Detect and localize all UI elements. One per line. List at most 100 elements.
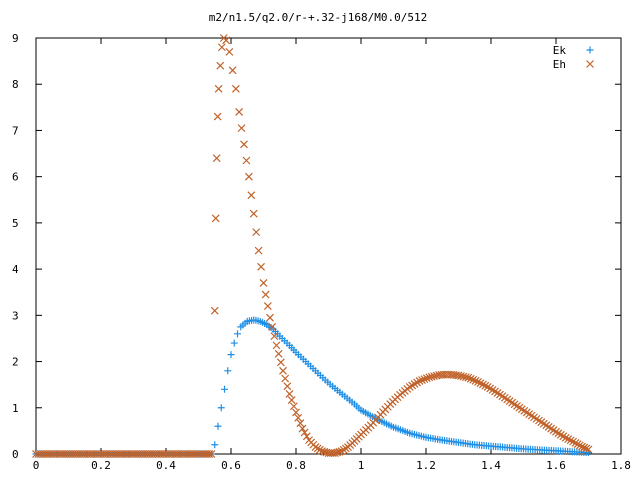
- data-point-eh: [476, 379, 485, 388]
- data-point-eh: [231, 84, 240, 93]
- data-point-eh: [474, 377, 482, 386]
- data-point-eh: [422, 374, 431, 383]
- y-tick-label: 4: [12, 263, 19, 276]
- data-point-eh: [430, 372, 439, 381]
- y-tick-label: 9: [12, 32, 19, 45]
- x-tick-label: 1: [358, 459, 365, 472]
- data-point-eh: [578, 442, 586, 451]
- data-point-eh: [210, 306, 219, 315]
- data-point-eh: [294, 413, 303, 422]
- data-point-eh: [279, 366, 287, 375]
- y-tick-label: 1: [12, 402, 19, 415]
- data-point-eh: [320, 447, 329, 456]
- data-point-eh: [276, 358, 285, 367]
- series-eh: [32, 34, 593, 458]
- data-point-eh: [575, 441, 584, 450]
- data-point-eh: [285, 389, 294, 398]
- data-point-eh: [212, 154, 221, 163]
- data-point-eh: [211, 214, 220, 223]
- data-point-eh: [573, 440, 582, 449]
- data-point-eh: [259, 279, 268, 287]
- data-point-eh: [454, 371, 463, 380]
- data-point-eh: [561, 433, 570, 442]
- data-point-ek: [211, 441, 219, 449]
- y-tick-label: 7: [12, 124, 19, 137]
- data-point-eh: [302, 432, 311, 441]
- x-tick-label: 0: [33, 459, 40, 472]
- data-point-eh: [242, 156, 251, 165]
- data-point-ek: [234, 330, 241, 338]
- data-point-eh: [582, 444, 591, 453]
- data-point-eh: [222, 36, 231, 45]
- x-tick-label: 1.4: [481, 459, 501, 472]
- data-point-eh: [459, 372, 468, 381]
- data-point-eh: [217, 43, 226, 52]
- data-point-ek: [227, 351, 235, 359]
- chart-title: m2/n1.5/q2.0/r-+.32-j168/M0.0/512: [209, 11, 428, 24]
- data-point-eh: [481, 381, 490, 390]
- data-point-eh: [415, 377, 424, 385]
- y-tick-label: 6: [12, 171, 19, 184]
- data-point-eh: [272, 341, 281, 350]
- y-tick-label: 3: [12, 309, 19, 322]
- data-point-eh: [214, 84, 223, 93]
- data-point-eh: [298, 424, 307, 433]
- x-tick-label: 0.4: [156, 459, 176, 472]
- x-tick-label: 1.8: [611, 459, 631, 472]
- data-point-ek: [224, 367, 232, 375]
- data-point-eh: [300, 428, 309, 437]
- data-point-eh: [292, 408, 300, 417]
- data-point-eh: [289, 402, 298, 411]
- data-point-eh: [207, 450, 216, 458]
- x-tick-label: 0.8: [286, 459, 306, 472]
- data-point-ek: [230, 339, 238, 347]
- legend-label-ek: Ek: [553, 44, 567, 57]
- x-tick-label: 1.6: [546, 459, 566, 472]
- y-tick-label: 0: [12, 448, 19, 461]
- legend-marker-eh: [586, 60, 594, 68]
- data-point-eh: [261, 290, 270, 299]
- data-point-eh: [427, 372, 436, 381]
- data-point-eh: [281, 374, 290, 383]
- y-tick-label: 2: [12, 356, 19, 369]
- data-point-eh: [247, 191, 256, 200]
- x-tick-label: 1.2: [416, 459, 436, 472]
- data-point-eh: [240, 140, 248, 149]
- data-point-eh: [464, 373, 473, 382]
- data-point-eh: [457, 372, 465, 380]
- data-point-ek: [214, 422, 222, 430]
- data-point-eh: [420, 375, 429, 384]
- data-point-eh: [237, 124, 246, 133]
- data-point-eh: [213, 112, 222, 121]
- data-point-eh: [333, 448, 342, 457]
- data-point-eh: [266, 313, 274, 322]
- data-point-eh: [244, 172, 253, 181]
- data-point-eh: [425, 373, 434, 382]
- data-point-eh: [461, 373, 470, 382]
- data-point-eh: [254, 246, 263, 255]
- data-point-eh: [418, 376, 426, 384]
- data-point-eh: [249, 209, 258, 218]
- plot-border: [35, 37, 622, 455]
- data-point-eh: [252, 228, 261, 237]
- legend-marker-ek: [586, 46, 594, 54]
- data-point-eh: [318, 447, 326, 456]
- y-tick-label: 8: [12, 78, 19, 91]
- data-point-eh: [564, 435, 573, 444]
- data-point-eh: [335, 447, 344, 456]
- data-point-eh: [296, 419, 305, 428]
- data-point-eh: [205, 450, 214, 458]
- data-point-eh: [225, 47, 234, 56]
- data-point-eh: [228, 66, 237, 75]
- data-point-eh: [263, 302, 272, 311]
- data-point-eh: [471, 376, 480, 385]
- data-point-eh: [274, 349, 283, 358]
- data-point-eh: [235, 108, 244, 116]
- data-point-eh: [283, 382, 292, 391]
- data-point-eh: [287, 396, 296, 404]
- series-ek: [32, 316, 592, 458]
- x-tick-label: 0.6: [221, 459, 241, 472]
- data-point-eh: [331, 449, 339, 458]
- data-point-eh: [270, 332, 279, 341]
